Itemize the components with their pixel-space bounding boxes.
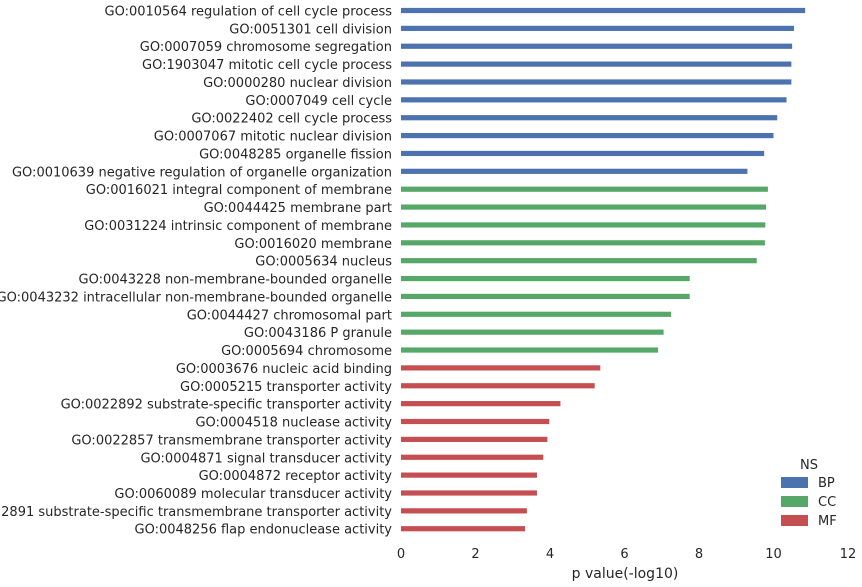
y-tick-label: GO:0004871 signal transducer activity	[140, 451, 392, 466]
x-tick-label: 6	[620, 547, 628, 562]
bar-cc	[401, 240, 765, 246]
bar-mf	[401, 365, 601, 371]
legend-swatch-mf	[781, 515, 808, 526]
bar-bp	[401, 7, 806, 14]
y-tick-label: GO:0004518 nuclease activity	[195, 416, 392, 431]
y-tick-label: GO:0043186 P granule	[244, 326, 392, 341]
bar-bp	[401, 150, 765, 157]
y-tick-label: GO:0044425 membrane part	[204, 201, 392, 216]
bar-mf	[401, 401, 561, 407]
y-tick-label: GO:0010564 regulation of cell cycle proc…	[105, 5, 393, 20]
bar-mf	[401, 508, 527, 514]
y-tick-label: GO:0000280 nuclear division	[203, 76, 392, 91]
x-tick-label: 2	[471, 547, 479, 562]
bar-cc	[401, 275, 690, 282]
y-tick-label: GO:0044427 chromosomal part	[187, 308, 392, 323]
legend-swatch-bp	[781, 477, 808, 488]
y-tick-label: GO:0005634 nucleus	[255, 255, 392, 270]
y-tick-label: GO:0048285 organelle fission	[199, 147, 392, 162]
x-tick-label: 8	[695, 547, 703, 562]
y-tick-label: GO:0022891 substrate-specific transmembr…	[0, 505, 392, 520]
bar-cc	[401, 204, 767, 210]
y-tick-label: GO:0022892 substrate-specific transporte…	[61, 398, 393, 413]
bar-bp	[401, 115, 778, 121]
y-tick-label: GO:0043232 intracellular non-membrane-bo…	[0, 290, 392, 305]
bar-mf	[401, 490, 537, 496]
legend-label-mf: MF	[818, 514, 837, 529]
y-tick-label: GO:0022402 cell cycle process	[191, 112, 392, 127]
bar-mf	[401, 418, 550, 425]
y-tick-label: GO:0007049 cell cycle	[245, 94, 392, 109]
legend-entries: BP CC MF	[781, 476, 837, 529]
y-tick-label: GO:0007067 mitotic nuclear division	[154, 130, 392, 145]
y-tick-label: GO:0060089 molecular transducer activity	[114, 487, 392, 502]
y-tick-label: GO:0048256 flap endonuclease activity	[135, 523, 393, 538]
y-tick-label: GO:0022857 transmembrane transporter act…	[71, 433, 392, 448]
legend-label-cc: CC	[818, 495, 836, 510]
y-tick-label: GO:0043228 non-membrane-bounded organell…	[79, 273, 393, 288]
y-tick-label: GO:1903047 mitotic cell cycle process	[142, 58, 392, 73]
bar-bp	[401, 97, 787, 103]
legend: NS BP CC MF	[781, 458, 837, 529]
x-axis-label: p value(-log10)	[572, 566, 679, 582]
y-tick-label: GO:0016021 integral component of membran…	[86, 183, 392, 198]
y-tick-label: GO:0004872 receptor activity	[199, 469, 393, 484]
legend-label-bp: BP	[818, 476, 835, 491]
bar-bp	[401, 168, 748, 174]
bar-cc	[401, 311, 672, 317]
x-tick-label: 10	[765, 547, 782, 562]
bar-cc	[401, 329, 664, 335]
bar-cc	[401, 347, 659, 353]
bar-bp	[401, 61, 792, 67]
bar-bp	[401, 43, 793, 49]
bar-mf	[401, 526, 526, 532]
x-tick-label: 0	[397, 547, 405, 562]
y-tick-label: GO:0005694 chromosome	[221, 344, 392, 359]
x-tick-labels: 0 2 4 6 8 10 12	[397, 547, 856, 562]
x-tick-label: 4	[546, 547, 554, 562]
y-tick-label: GO:0031224 intrinsic component of membra…	[84, 219, 392, 234]
legend-swatch-cc	[781, 496, 808, 507]
y-tick-label: GO:0003676 nucleic acid binding	[176, 362, 392, 377]
y-tick-label: GO:0016020 membrane	[234, 237, 392, 252]
x-tick-label: 12	[840, 547, 857, 562]
bar-cc	[401, 293, 690, 300]
bar-bp	[401, 25, 794, 31]
bar-cc	[401, 186, 768, 192]
bar-mf	[401, 383, 595, 389]
bar-bp	[401, 79, 792, 85]
legend-title: NS	[800, 458, 818, 473]
bar-mf	[401, 454, 544, 460]
y-tick-label: GO:0051301 cell division	[229, 22, 392, 37]
y-tick-label: GO:0010639 negative regulation of organe…	[12, 165, 392, 180]
bar-bp	[401, 132, 774, 139]
y-tick-label: GO:0007059 chromosome segregation	[140, 40, 392, 55]
y-tick-labels: GO:0010564 regulation of cell cycle proc…	[0, 5, 392, 538]
bar-cc	[401, 222, 766, 228]
bar-mf	[401, 436, 548, 442]
bars-layer	[401, 7, 806, 532]
bar-mf	[401, 472, 537, 478]
y-tick-label: GO:0005215 transporter activity	[180, 380, 392, 395]
bar-cc	[401, 258, 757, 264]
